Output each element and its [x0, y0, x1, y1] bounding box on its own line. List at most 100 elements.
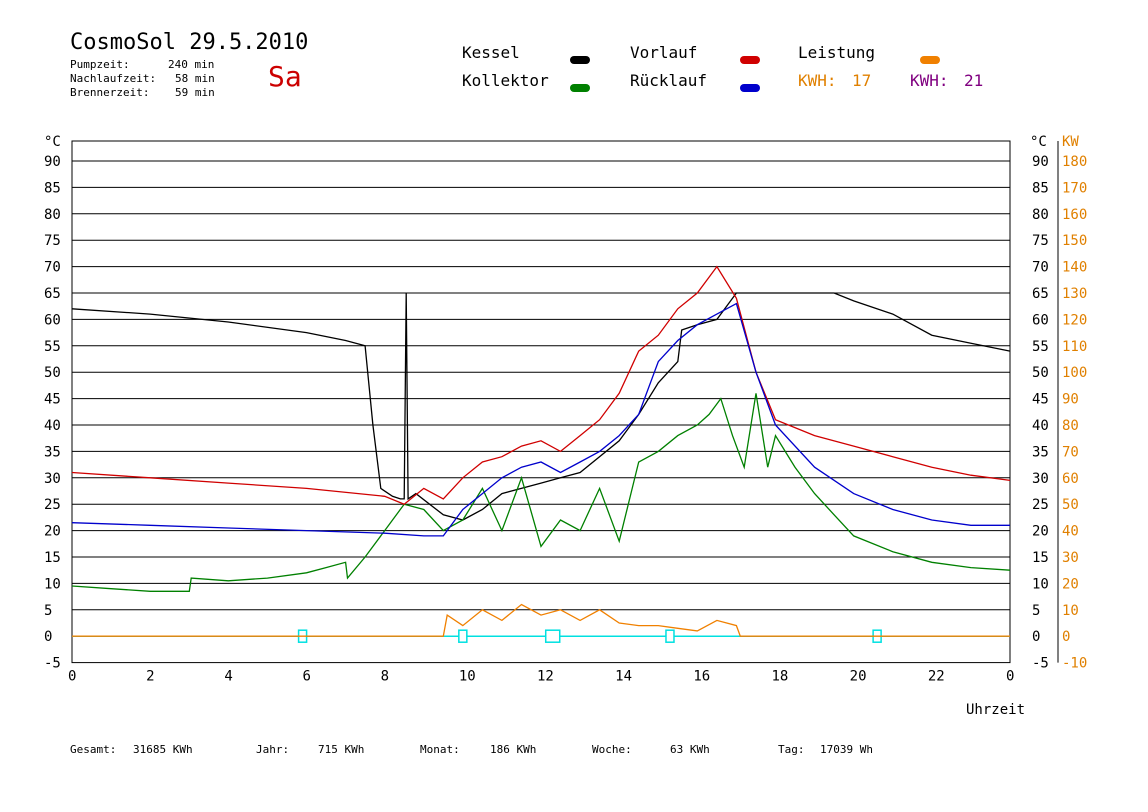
y2-tick-label: 60 — [1062, 471, 1079, 487]
legend-kwh2-label: KWH: — [910, 71, 949, 90]
y2-tick-label: 0 — [1062, 629, 1070, 645]
y-tick-label: 65 — [44, 286, 61, 302]
stat-brennerzeit-label: Brennerzeit: — [70, 86, 150, 99]
footer-monat-value: 186 KWh — [490, 743, 537, 756]
legend-kollektor-label: Kollektor — [462, 71, 549, 90]
x-tick-label: 10 — [459, 669, 476, 685]
x-tick-label: 16 — [693, 669, 710, 685]
x-tick-label: 4 — [224, 669, 232, 685]
legend-kollektor-marker — [570, 77, 590, 96]
y2-tick-label: 70 — [1062, 444, 1079, 460]
y-tick-label-right: 80 — [1032, 207, 1049, 223]
legend-kwh1-value: 17 — [852, 71, 872, 90]
x-tick-label: 0 — [68, 669, 76, 685]
x-tick-label: 20 — [850, 669, 867, 685]
y-tick-label-right: 30 — [1032, 471, 1049, 487]
legend-vorlauf-marker — [740, 49, 760, 68]
y-tick-label: -5 — [44, 656, 61, 672]
stat-nachlaufzeit-value: 58 min — [175, 72, 215, 85]
y-tick-label: 25 — [44, 497, 61, 513]
y-tick-label-right: 25 — [1032, 497, 1049, 513]
y-tick-label: 45 — [44, 392, 61, 408]
legend-kessel-marker — [570, 49, 590, 68]
legend-leistung-marker — [920, 49, 940, 68]
footer-jahr-value: 715 KWh — [318, 743, 365, 756]
stat-pumpzeit-label: Pumpzeit: — [70, 58, 130, 71]
footer-gesamt-label: Gesamt: — [70, 743, 117, 756]
footer-tag-label: Tag: — [778, 743, 805, 756]
x-tick-label: 18 — [772, 669, 789, 685]
pump-status-marker — [665, 629, 675, 643]
y-tick-label: 30 — [44, 471, 61, 487]
left-axis-unit: °C — [44, 134, 61, 150]
y-tick-label: 15 — [44, 550, 61, 566]
y-tick-label-right: 35 — [1032, 444, 1049, 460]
series-vorlauf-line — [71, 265, 1011, 505]
legend-kwh1-label: KWH: — [798, 71, 837, 90]
legend-ruecklauf-label: Rücklauf — [630, 71, 708, 90]
y2-tick-label: 40 — [1062, 524, 1079, 540]
y-tick-label: 50 — [44, 365, 61, 381]
y-tick-label-right: 45 — [1032, 392, 1049, 408]
y-tick-label-right: 55 — [1032, 339, 1049, 355]
y-tick-label-right: 15 — [1032, 550, 1049, 566]
right-axis-unit-c: °C — [1030, 134, 1047, 150]
pump-status-marker — [544, 629, 561, 643]
y-tick-label-right: 60 — [1032, 312, 1049, 328]
y-tick-label-right: 50 — [1032, 365, 1049, 381]
y2-tick-label: 50 — [1062, 497, 1079, 513]
y-tick-label: 35 — [44, 444, 61, 460]
legend-kessel-label: Kessel — [462, 43, 520, 62]
legend-kwh2-value: 21 — [964, 71, 984, 90]
x-tick-label: 14 — [615, 669, 632, 685]
footer-woche-label: Woche: — [592, 743, 632, 756]
y-tick-label: 80 — [44, 207, 61, 223]
y-tick-label-right: 75 — [1032, 233, 1049, 249]
footer-tag-value: 17039 Wh — [820, 743, 873, 756]
y-tick-label-right: 90 — [1032, 154, 1049, 170]
x-axis-label: Uhrzeit — [966, 702, 1026, 718]
x-tick-label: 22 — [928, 669, 945, 685]
y2-tick-label: 100 — [1062, 365, 1087, 381]
y2-tick-label: 110 — [1062, 339, 1087, 355]
footer-gesamt-value: 31685 KWh — [133, 743, 193, 756]
y-tick-label: 60 — [44, 312, 61, 328]
y2-tick-label: 170 — [1062, 180, 1087, 196]
x-tick-label: 6 — [303, 669, 311, 685]
y2-tick-label: 150 — [1062, 233, 1087, 249]
stat-pumpzeit-value: 240 min — [168, 58, 215, 71]
y-tick-label-right: 0 — [1032, 629, 1040, 645]
weekday-label: Sa — [268, 60, 302, 93]
y-tick-label-right: 5 — [1032, 603, 1040, 619]
y2-tick-label: 160 — [1062, 207, 1087, 223]
series-ruecklauf-line — [71, 302, 1010, 537]
x-tick-label: 2 — [146, 669, 154, 685]
series-kessel-line — [71, 292, 1011, 521]
y2-tick-label: 30 — [1062, 550, 1079, 566]
y2-tick-label: 130 — [1062, 286, 1087, 302]
y-tick-label: 5 — [44, 603, 52, 619]
y-tick-label: 55 — [44, 339, 61, 355]
y-tick-label: 70 — [44, 260, 61, 276]
y-tick-label: 75 — [44, 233, 61, 249]
y-tick-label-right: 65 — [1032, 286, 1049, 302]
y2-tick-label: 180 — [1062, 154, 1087, 170]
right-axis-unit-kw: KW — [1062, 134, 1079, 150]
footer-woche-value: 63 KWh — [670, 743, 710, 756]
y2-tick-label: 90 — [1062, 392, 1079, 408]
y-tick-label-right: -5 — [1032, 656, 1049, 672]
y-tick-label: 85 — [44, 180, 61, 196]
y-tick-label: 90 — [44, 154, 61, 170]
legend-vorlauf-label: Vorlauf — [630, 43, 698, 62]
y2-tick-label: 140 — [1062, 260, 1087, 276]
chart-title: CosmoSol 29.5.2010 — [70, 30, 309, 55]
legend-ruecklauf-marker — [740, 77, 760, 96]
plot-frame — [71, 140, 1011, 664]
y2-tick-label: 80 — [1062, 418, 1079, 434]
x-tick-label: 12 — [537, 669, 554, 685]
x-tick-label: 8 — [381, 669, 389, 685]
y2-tick-label: 120 — [1062, 312, 1087, 328]
footer-monat-label: Monat: — [420, 743, 460, 756]
y-tick-label: 20 — [44, 524, 61, 540]
